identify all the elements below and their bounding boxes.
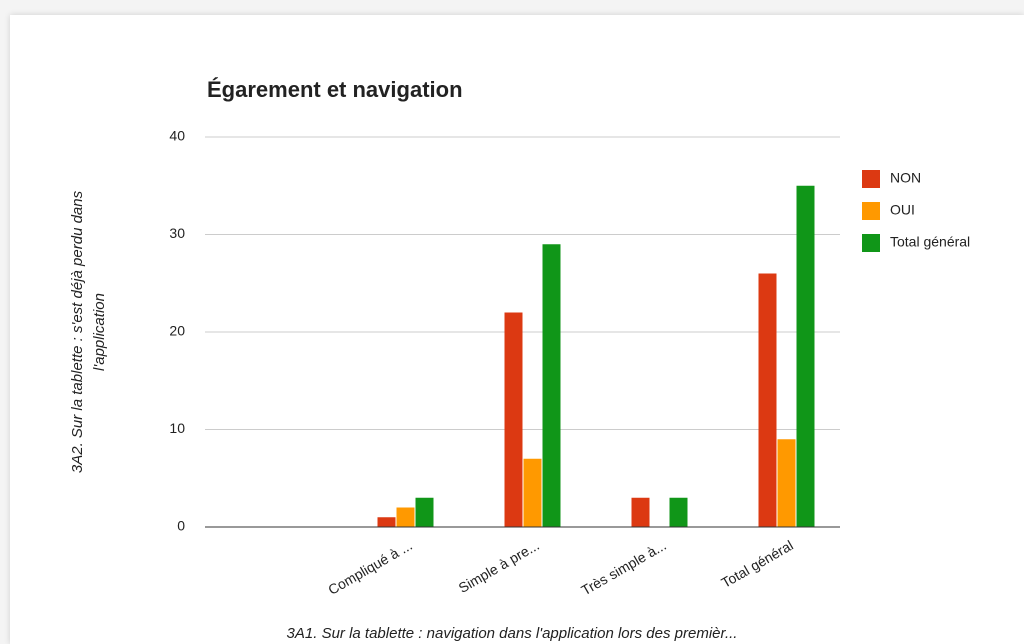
x-axis-title: 3A1. Sur la tablette : navigation dans l… [287, 625, 738, 642]
x-tick: Très simple à... [578, 537, 668, 598]
x-tick: Compliqué à ... [325, 537, 415, 598]
y-tick-label: 40 [169, 128, 185, 144]
y-tick-label: 0 [177, 518, 185, 534]
legend-swatch [862, 202, 880, 220]
bar [777, 439, 796, 527]
bar [523, 458, 542, 527]
bar [377, 517, 396, 527]
legend-swatch [862, 234, 880, 252]
legend-label: OUI [890, 202, 915, 218]
bar [415, 497, 434, 527]
y-axis-title-line: 3A2. Sur la tablette : s'est déjà perdu … [69, 190, 86, 473]
y-axis-title: 3A2. Sur la tablette : s'est déjà perdu … [69, 190, 108, 473]
y-tick-label: 20 [169, 323, 185, 339]
x-tick-label: Très simple à... [578, 537, 668, 598]
bar [631, 497, 650, 527]
chart-title: Égarement et navigation [207, 77, 463, 102]
x-tick-label: Simple à pre... [456, 537, 542, 596]
bar [504, 312, 523, 527]
legend-label: NON [890, 170, 921, 186]
bar [758, 273, 777, 527]
y-tick-label: 10 [169, 420, 185, 436]
bar [396, 507, 415, 527]
y-tick-label: 30 [169, 225, 185, 241]
bar [542, 244, 561, 527]
legend-swatch [862, 170, 880, 188]
x-tick: Simple à pre... [456, 537, 542, 596]
y-axis-title-line: l'application [91, 293, 108, 371]
x-tick: Total général [718, 537, 795, 591]
x-tick-label: Compliqué à ... [325, 537, 415, 598]
legend-label: Total général [890, 234, 970, 250]
bar [669, 497, 688, 527]
x-tick-label: Total général [718, 537, 795, 591]
bar [796, 185, 815, 527]
